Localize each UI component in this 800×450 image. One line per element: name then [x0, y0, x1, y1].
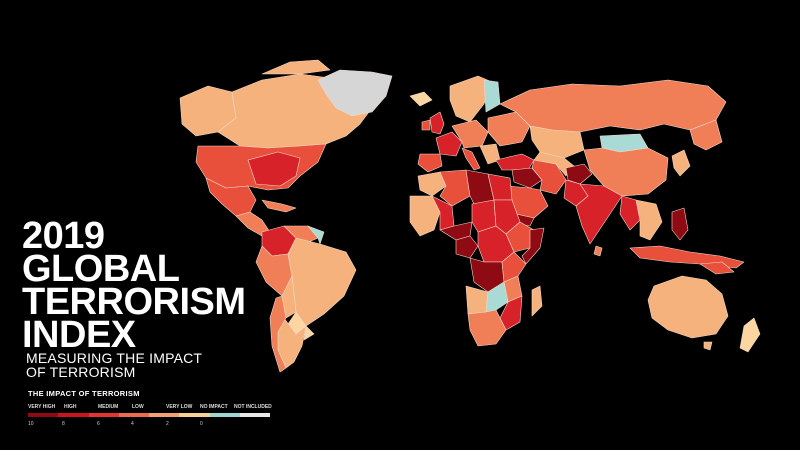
region-canada-islands	[261, 59, 331, 75]
region-afghanistan	[565, 163, 593, 185]
legend-cat-low: LOW	[132, 404, 144, 410]
region-uruguay	[303, 325, 315, 341]
region-iberia	[417, 153, 443, 173]
region-kazakhstan	[529, 125, 585, 159]
region-bangladesh-myanmar	[619, 195, 641, 231]
region-ireland	[421, 119, 431, 131]
legend-swatch	[118, 413, 149, 417]
region-australia	[647, 275, 729, 339]
legend-title: THE IMPACT OF TERRORISM	[28, 389, 140, 398]
title-year: 2019	[22, 215, 105, 257]
title-index: INDEX	[22, 314, 136, 356]
subtitle-line-2: OF TERRORISM	[26, 364, 136, 380]
title-terrorism: TERRORISM	[22, 281, 246, 323]
legend-cat-not-included: NOT INCLUDED	[234, 404, 272, 410]
region-sri-lanka	[593, 245, 603, 257]
title-block: 2019 GLOBAL TERRORISM INDEX	[22, 215, 246, 356]
region-venezuela	[283, 225, 319, 245]
legend-swatch	[88, 413, 119, 417]
legend-swatch	[28, 413, 59, 417]
region-new-zealand	[739, 317, 761, 353]
legend-categories: VERY HIGH HIGH MEDIUM LOW VERY LOW NO IM…	[28, 404, 278, 414]
region-indonesia	[629, 245, 745, 269]
region-usa-east	[247, 151, 301, 187]
legend-ticks: 10 8 6 4 2 0	[28, 421, 278, 431]
region-greenland	[317, 69, 393, 117]
region-russia	[499, 79, 727, 133]
legend-tick: 4	[131, 421, 134, 427]
region-central-asia	[533, 151, 575, 177]
legend-cat-medium: MEDIUM	[98, 404, 119, 410]
region-korea-japan	[671, 149, 691, 177]
region-france	[435, 131, 463, 157]
region-finland	[483, 79, 501, 113]
legend-cat-no-impact: NO IMPACT	[200, 404, 228, 410]
region-mozambique	[499, 295, 523, 331]
region-turkey	[495, 153, 535, 171]
region-papua	[699, 261, 735, 275]
legend-swatch	[239, 413, 270, 417]
subtitle-line-1: MEASURING THE IMPACT	[26, 350, 203, 366]
legend-tick: 6	[97, 421, 100, 427]
region-iceland	[409, 91, 433, 107]
region-scandinavia	[449, 75, 493, 123]
legend-cat-high: HIGH	[64, 404, 77, 410]
legend-swatch	[179, 413, 210, 417]
legend-swatch	[209, 413, 240, 417]
region-chile	[269, 295, 287, 373]
region-iran	[531, 159, 567, 195]
region-syria-iraq	[511, 167, 543, 189]
region-burkina-niger	[439, 221, 473, 241]
region-algeria	[439, 169, 471, 207]
region-madagascar	[531, 285, 543, 317]
region-italy	[461, 147, 481, 171]
legend-cat-very-low: VERY LOW	[166, 404, 193, 410]
region-philippines	[671, 207, 689, 241]
region-china	[583, 147, 669, 197]
region-angola	[465, 285, 489, 315]
legend-tick: 8	[62, 421, 65, 427]
legend-tick: 0	[200, 421, 203, 427]
region-brazil	[287, 237, 357, 327]
region-nigeria	[455, 235, 479, 259]
region-russia-east	[689, 119, 723, 151]
legend-cat-very-high: VERY HIGH	[28, 404, 56, 410]
legend-swatch	[58, 413, 89, 417]
region-southeast-asia	[635, 199, 663, 241]
region-caribbean	[261, 199, 297, 213]
region-morocco	[417, 171, 447, 197]
region-uk	[429, 111, 445, 135]
legend-tick: 10	[28, 421, 34, 427]
region-southern-africa	[467, 309, 507, 347]
legend-color-scale	[28, 413, 270, 417]
legend-swatch	[149, 413, 180, 417]
subtitle: MEASURING THE IMPACT OF TERRORISM	[26, 351, 202, 379]
region-zambia	[485, 281, 509, 313]
region-india	[575, 183, 623, 245]
region-tasmania	[703, 341, 713, 351]
title-global: GLOBAL	[22, 248, 180, 290]
legend-tick: 2	[166, 421, 169, 427]
